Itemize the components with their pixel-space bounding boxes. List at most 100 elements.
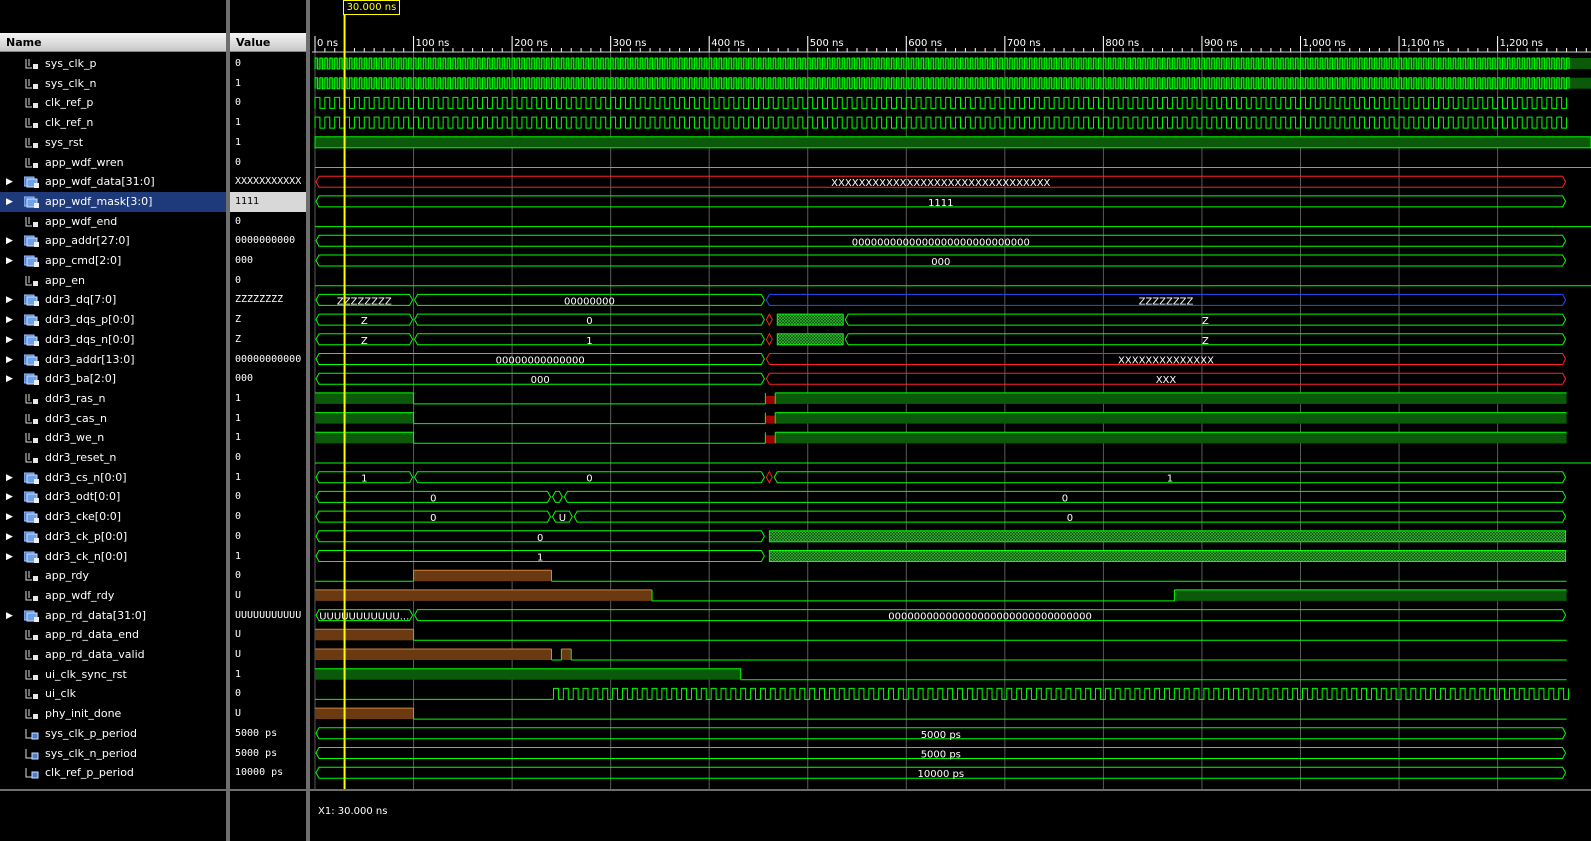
signal-row-name[interactable]: ▶ ddr3_cs_n[0:0] [0, 468, 226, 488]
signal-row-name[interactable]: ddr3_cas_n [0, 409, 226, 429]
signal-row-name[interactable]: clk_ref_p_period [0, 763, 226, 783]
signal-name: app_wdf_end [45, 214, 118, 228]
expand-arrow-icon[interactable]: ▶ [6, 334, 13, 345]
name-value-splitter[interactable] [226, 0, 230, 841]
signal-row-name[interactable]: ui_clk [0, 684, 226, 704]
signal-row-name[interactable]: ▶ ddr3_dq[7:0] [0, 290, 226, 310]
bus-icon [24, 235, 39, 248]
timeline-tick-label: 1,200 ns [1500, 38, 1543, 49]
signal-name: clk_ref_n [45, 116, 94, 130]
signal-row-name[interactable]: ▶ ddr3_ck_p[0:0] [0, 527, 226, 547]
signal-value: 0 [235, 156, 242, 168]
signal-row-name[interactable]: app_wdf_rdy [0, 586, 226, 606]
signal-row-name[interactable]: ddr3_reset_n [0, 448, 226, 468]
expand-arrow-icon[interactable]: ▶ [6, 196, 13, 207]
bus-value-label: 1 [1167, 474, 1173, 485]
bus-segment [315, 530, 765, 543]
signal-row-name[interactable]: app_rdy [0, 566, 226, 586]
signal-row-name[interactable]: ▶ app_cmd[2:0] [0, 251, 226, 271]
bus-segment [315, 175, 1567, 188]
bus-value-label: UUUUUUUUUUU... [319, 612, 409, 623]
expand-arrow-icon[interactable]: ▶ [6, 492, 13, 503]
level-high [314, 136, 1591, 149]
expand-arrow-icon[interactable]: ▶ [6, 236, 13, 247]
signal-row-name[interactable]: ▶ ddr3_ck_n[0:0] [0, 547, 226, 567]
signal-value: 1111 [230, 191, 306, 212]
bus-segment [315, 353, 765, 365]
signal-row-name[interactable]: app_wdf_wren [0, 153, 226, 173]
expand-arrow-icon[interactable]: ▶ [6, 374, 13, 385]
signal-row-name[interactable]: ddr3_ras_n [0, 389, 226, 409]
bus-segment [413, 609, 1567, 622]
bus-segment [563, 490, 1567, 503]
const-icon [25, 768, 39, 779]
bus-segment [573, 510, 1567, 523]
signal-row-name[interactable]: sys_clk_n_period [0, 744, 226, 764]
signal-row-name[interactable]: clk_ref_n [0, 113, 226, 133]
signal-value: 0 [235, 570, 242, 582]
signal-row-name[interactable]: ▶ app_addr[27:0] [0, 231, 226, 251]
signal-row-name[interactable]: sys_clk_p_period [0, 724, 226, 744]
expand-arrow-icon[interactable]: ▶ [6, 256, 13, 266]
bus-value-label: 00000000 [564, 296, 615, 307]
signal-value: 1 [235, 136, 242, 148]
bus-segment [315, 372, 765, 385]
signal-icon [25, 689, 38, 700]
bus-value-label: 00000000000000 [496, 356, 585, 367]
signal-row-name[interactable]: phy_init_done [0, 704, 226, 724]
signal-row-name[interactable]: sys_clk_n [0, 74, 226, 94]
signal-row-name[interactable]: app_rd_data_end [0, 625, 226, 645]
expand-arrow-icon[interactable]: ▶ [6, 295, 13, 306]
bus-value-label: 0 [586, 316, 592, 327]
signal-row-name[interactable]: ▶ app_wdf_data[31:0] [0, 172, 226, 192]
signal-row-name[interactable]: ui_clk_sync_rst [0, 665, 226, 685]
expand-arrow-icon[interactable]: ▶ [6, 531, 13, 542]
signal-icon [25, 78, 38, 89]
signal-row-name[interactable]: app_wdf_end [0, 212, 226, 232]
signal-row-name[interactable]: app_en [0, 271, 226, 291]
level-high [315, 668, 741, 680]
value-wave-splitter[interactable] [306, 0, 310, 841]
signal-row-name[interactable]: sys_clk_p [0, 54, 226, 74]
signal-row-name[interactable]: app_rd_data_valid [0, 645, 226, 665]
signal-name: sys_clk_p_period [45, 726, 137, 740]
bus-segment [773, 471, 1567, 484]
bus-icon [24, 354, 39, 366]
bus-segment [315, 293, 414, 306]
signal-row-name[interactable]: ddr3_we_n [0, 428, 226, 448]
expand-arrow-icon[interactable]: ▶ [6, 472, 13, 483]
signal-value: U [235, 629, 242, 641]
signal-name: phy_init_done [45, 707, 122, 721]
signal-row-name[interactable]: ▶ ddr3_cke[0:0] [0, 507, 226, 527]
signal-icon [25, 98, 38, 109]
signal-row-name[interactable]: ▶ app_wdf_mask[3:0] [0, 191, 226, 212]
name-column-header[interactable]: Name [0, 33, 226, 52]
signal-row-name[interactable]: ▶ app_rd_data[31:0] [0, 606, 226, 626]
expand-arrow-icon[interactable]: ▶ [6, 315, 13, 326]
value-column-header[interactable]: Value [230, 33, 306, 52]
signal-row-name[interactable]: ▶ ddr3_dqs_n[0:0] [0, 330, 226, 350]
signal-value: U [235, 649, 242, 660]
expand-arrow-icon[interactable]: ▶ [6, 512, 13, 523]
bus-segment [551, 490, 563, 503]
expand-arrow-icon[interactable]: ▶ [6, 551, 13, 562]
cursor-time-label[interactable]: 30.000 ns [342, 0, 401, 15]
expand-arrow-icon[interactable]: ▶ [6, 177, 13, 188]
level-undefined [413, 570, 552, 582]
signal-row-name[interactable]: ▶ ddr3_addr[13:0] [0, 350, 226, 370]
signal-name: ddr3_dqs_p[0:0] [45, 313, 135, 327]
bus-hatch [768, 550, 1567, 562]
signal-row-name[interactable]: ▶ ddr3_ba[2:0] [0, 369, 226, 389]
signal-row-name[interactable]: ▶ ddr3_odt[0:0] [0, 487, 226, 507]
signal-row-name[interactable]: ▶ ddr3_dqs_p[0:0] [0, 310, 226, 330]
signal-value: 0 [235, 530, 242, 542]
expand-arrow-icon[interactable]: ▶ [6, 354, 13, 365]
signal-value: 0 [235, 215, 242, 227]
const-icon [25, 748, 39, 759]
expand-arrow-icon[interactable]: ▶ [6, 610, 13, 621]
signal-name: ui_clk_sync_rst [45, 667, 127, 681]
signal-row-name[interactable]: clk_ref_p [0, 93, 226, 113]
level-high [775, 412, 1567, 424]
signal-row-name[interactable]: sys_rst [0, 133, 226, 153]
